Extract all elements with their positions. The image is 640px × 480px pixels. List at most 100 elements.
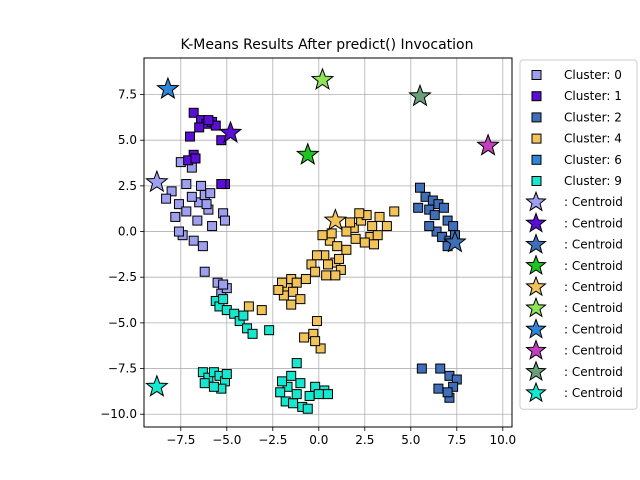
data-point (291, 277, 302, 288)
data-point (256, 305, 267, 316)
data-point (367, 221, 378, 232)
data-point (295, 294, 306, 305)
data-point (221, 369, 232, 380)
data-point (341, 244, 352, 255)
data-point (311, 316, 322, 327)
data-point (304, 390, 315, 401)
data-point (311, 250, 322, 261)
data-point (208, 381, 219, 392)
data-point (350, 233, 361, 244)
data-point (448, 221, 459, 232)
data-point (438, 202, 449, 213)
data-point (442, 215, 453, 226)
legend-box (519, 59, 638, 410)
data-point (326, 228, 337, 239)
legend-label: Cluster: 9 (564, 174, 622, 188)
data-point (345, 217, 356, 228)
grid (144, 58, 512, 427)
data-point (321, 270, 332, 281)
legend-label: : Centroid (564, 280, 623, 294)
data-point (218, 279, 229, 290)
centroid-markers (145, 67, 500, 397)
data-point (299, 332, 310, 343)
x-axis: −7.5 −5.0 −2.5 0.0 2.5 5.0 7.5 10.0 (166, 427, 516, 447)
y-axis: −10.0 −7.5 −5.0 −2.5 0.0 2.5 5.0 7.5 (100, 88, 144, 421)
data-point (424, 204, 435, 215)
plot-area: −7.5 −5.0 −2.5 0.0 2.5 5.0 7.5 10.0 −10.0 −7.5 −5… (100, 57, 516, 447)
data-point (286, 299, 297, 310)
data-point (197, 241, 208, 252)
centroid-star (323, 208, 348, 231)
data-point (205, 188, 216, 199)
legend-label: : Centroid (564, 301, 623, 315)
y-tick-label: 2.5 (118, 179, 137, 193)
data-point (273, 284, 284, 295)
data-point (181, 179, 192, 190)
x-tick-label: 5.0 (401, 433, 420, 447)
data-point (424, 221, 435, 232)
data-point (448, 381, 459, 392)
centroid-star (443, 230, 467, 253)
data-point (389, 206, 400, 217)
legend-centroid-marker (525, 275, 547, 297)
data-point (442, 387, 453, 398)
data-point (194, 122, 205, 133)
y-tick-label: −10.0 (100, 407, 137, 421)
legend-label: : Centroid (564, 322, 623, 336)
x-tick-label: 7.5 (447, 433, 466, 447)
legend-label: Cluster: 2 (564, 110, 622, 124)
legend-label: Cluster: 1 (564, 89, 622, 103)
data-point (341, 226, 352, 237)
data-point (286, 370, 297, 381)
legend-label: : Centroid (564, 365, 623, 379)
x-tick-label: −7.5 (166, 433, 195, 447)
data-point (313, 389, 324, 400)
data-point (207, 221, 218, 232)
data-point (216, 179, 227, 190)
data-point (199, 266, 210, 277)
legend-centroid-marker (525, 360, 547, 382)
data-point (323, 389, 333, 400)
data-point (300, 274, 311, 285)
data-point (429, 210, 440, 221)
data-point (188, 235, 199, 246)
data-point (181, 206, 192, 217)
data-point (315, 343, 326, 354)
data-point (435, 363, 446, 374)
y-tick-label: −5.0 (108, 316, 137, 330)
legend-label: : Centroid (564, 216, 623, 230)
data-point (186, 191, 197, 202)
data-point (433, 383, 444, 394)
data-point (317, 230, 328, 241)
centroid-star (476, 133, 500, 156)
centroid-star (295, 142, 320, 165)
data-point (218, 294, 229, 305)
data-point (192, 215, 203, 226)
data-point (302, 403, 313, 414)
data-point (381, 221, 392, 232)
x-tick-label: 0.0 (309, 433, 328, 447)
x-tick-label: 10.0 (489, 433, 516, 447)
data-point (330, 270, 341, 281)
data-point (288, 398, 299, 409)
legend-centroid-marker (525, 254, 547, 276)
legend-label: : Centroid (564, 344, 623, 358)
data-point (359, 237, 370, 248)
plot-frame (143, 57, 513, 428)
y-tick-label: 0.0 (118, 225, 137, 239)
data-point (201, 199, 212, 210)
data-point (275, 387, 286, 398)
data-point (374, 211, 385, 222)
legend: Cluster: 0 Cluster: 1 Cluster: 2 Cluster: 4… (519, 59, 638, 410)
x-tick-label: −5.0 (212, 433, 241, 447)
legend-label: : Centroid (564, 259, 623, 273)
legend-centroid-marker (525, 233, 547, 254)
legend-marker (531, 91, 542, 102)
data-point (203, 115, 214, 126)
legend-label: : Centroid (564, 238, 623, 252)
data-point (369, 239, 379, 250)
data-point (238, 310, 249, 321)
chart-title: K-Means Results After predict() Invocati… (181, 37, 474, 53)
data-point (334, 253, 345, 264)
